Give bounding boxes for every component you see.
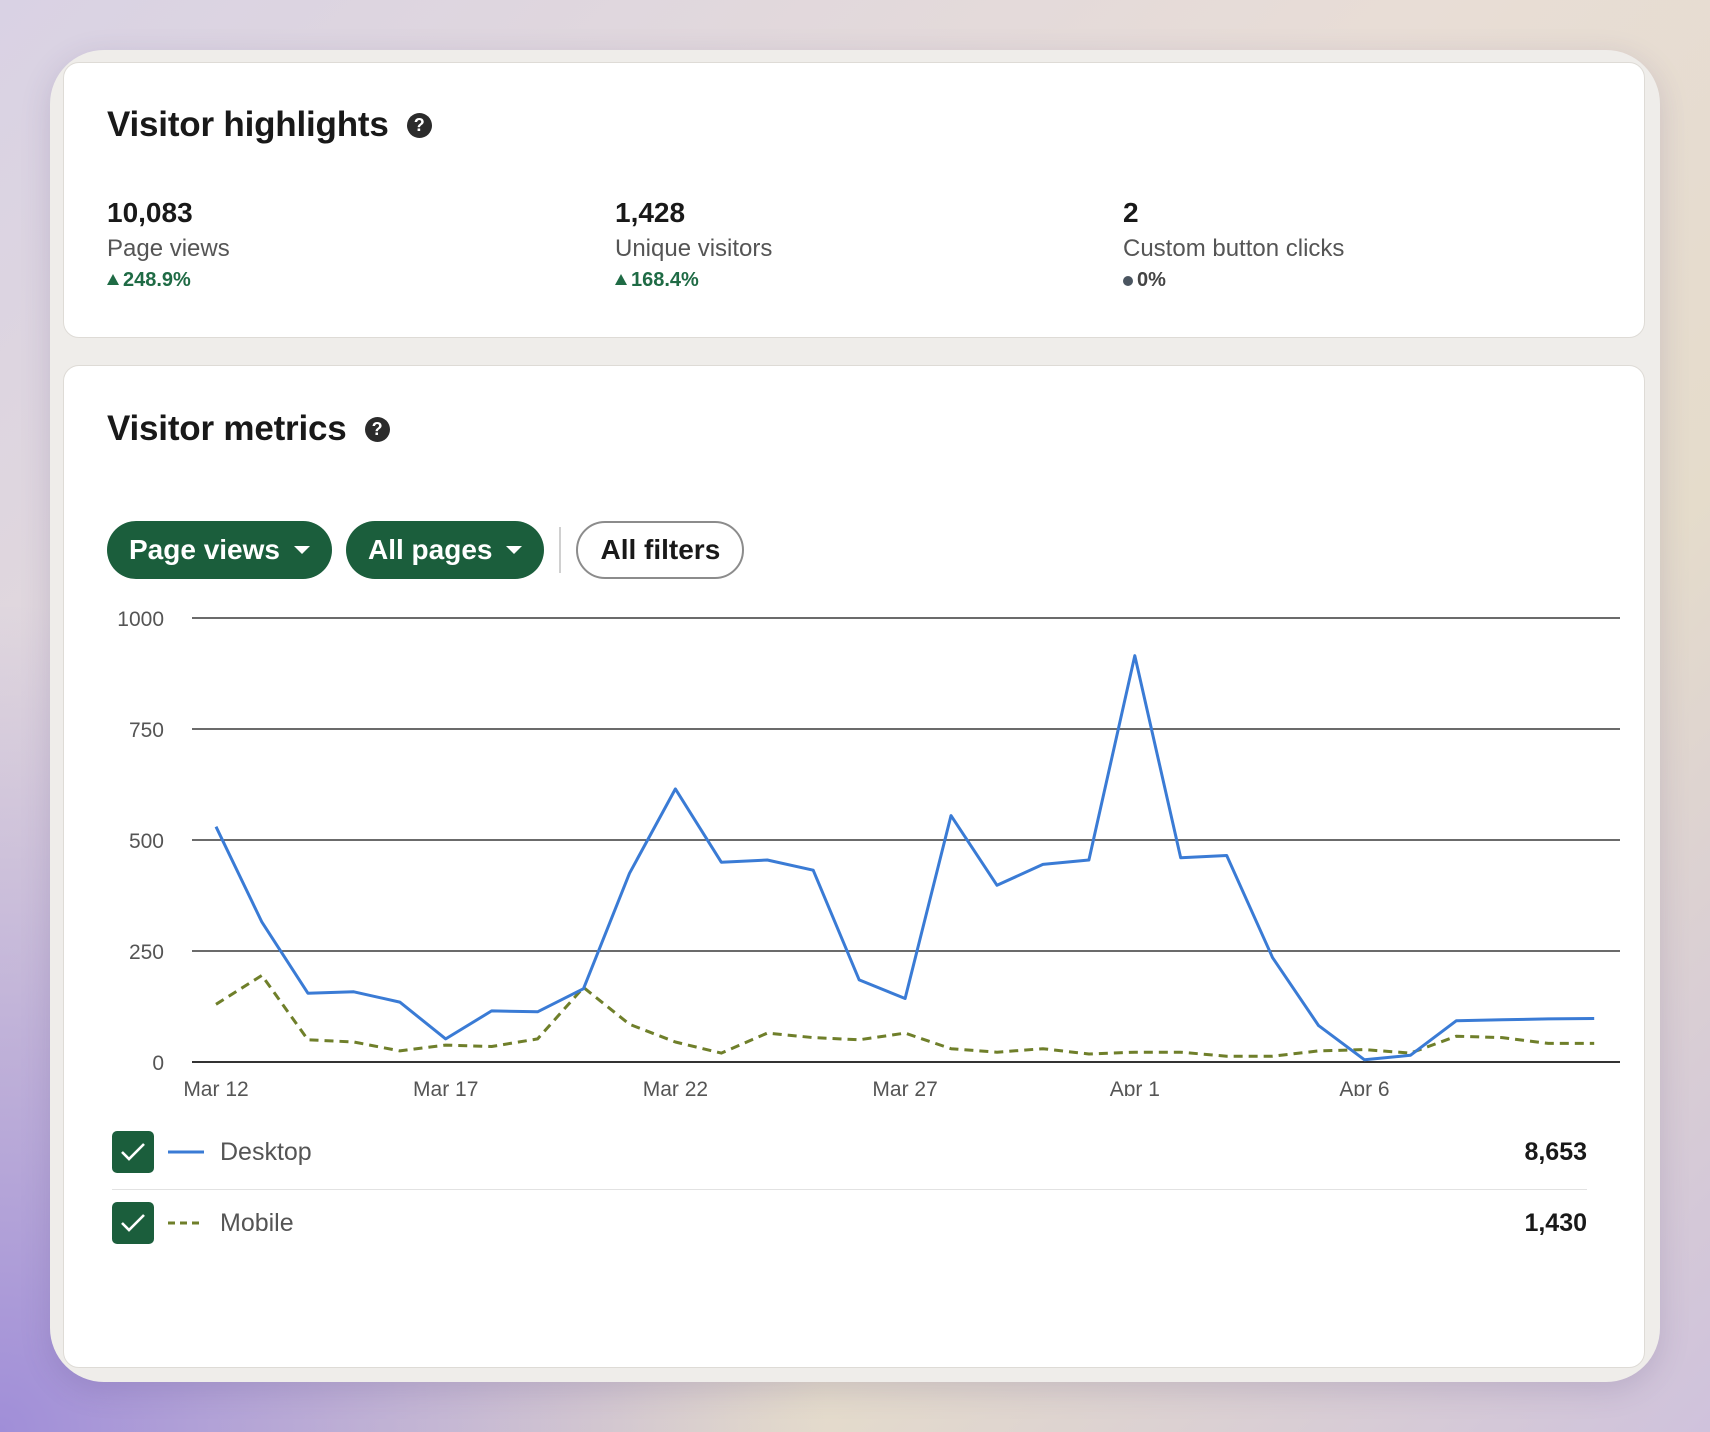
checkmark-icon [121, 1214, 145, 1232]
filter-divider [559, 527, 562, 573]
x-tick-label: Mar 22 [643, 1078, 708, 1096]
visitor-highlights-title: Visitor highlights ? [107, 105, 432, 145]
stat-change: 0% [1123, 269, 1344, 292]
legend-row-mobile: Mobile 1,430 [112, 1193, 1587, 1253]
stat-label: Unique visitors [615, 235, 773, 262]
checkmark-icon [121, 1143, 145, 1161]
legend-label: Mobile [220, 1208, 294, 1237]
stat-change: 248.9% [107, 269, 230, 292]
app-window: Visitor highlights ? 10,083 Page views 2… [50, 50, 1660, 1382]
desktop-checkbox[interactable] [112, 1131, 154, 1173]
stat-custom-button-clicks: 2 Custom button clicks 0% [1123, 197, 1344, 292]
x-tick-label: Apr 6 [1339, 1078, 1389, 1096]
y-tick-label: 500 [129, 830, 164, 853]
desktop-line-swatch [168, 1150, 204, 1154]
legend-row-desktop: Desktop 8,653 [112, 1115, 1587, 1190]
pages-dropdown[interactable]: All pages [345, 521, 545, 579]
all-filters-button[interactable]: All filters [576, 521, 745, 579]
y-tick-label: 0 [152, 1052, 164, 1075]
metric-dropdown[interactable]: Page views [107, 521, 332, 579]
help-icon[interactable]: ? [406, 112, 432, 138]
trend-up-icon [615, 274, 627, 285]
x-tick-label: Mar 12 [183, 1078, 248, 1096]
legend-label: Desktop [220, 1137, 312, 1166]
stat-label: Page views [107, 235, 230, 262]
x-tick-label: Apr 1 [1110, 1078, 1160, 1096]
stat-value: 10,083 [107, 197, 193, 228]
visitor-highlights-card: Visitor highlights ? 10,083 Page views 2… [63, 62, 1645, 338]
stat-unique-visitors: 1,428 Unique visitors 168.4% [615, 197, 772, 292]
mobile-checkbox[interactable] [112, 1202, 154, 1244]
visitor-metrics-title-text: Visitor metrics [107, 409, 347, 448]
caret-down-icon [506, 546, 523, 554]
trend-neutral-icon [1123, 275, 1133, 286]
trend-up-icon [107, 274, 119, 285]
visitor-metrics-card: Visitor metrics ? Page views All pages A… [63, 365, 1645, 1368]
visitor-metrics-chart: 0 250 500 750 1000 Mar 12 Mar 17 Mar 22 Mar 27 Ap… [117, 608, 1620, 1096]
stat-change-value: 248.9% [123, 269, 191, 291]
y-tick-label: 750 [129, 719, 164, 742]
help-icon[interactable]: ? [364, 416, 390, 442]
filter-bar: Page views All pages All filters [107, 521, 745, 579]
stat-value: 2 [1123, 197, 1139, 228]
x-tick-label: Mar 27 [872, 1078, 937, 1096]
y-tick-label: 1000 [117, 608, 164, 631]
stat-label: Custom button clicks [1123, 235, 1345, 262]
all-filters-label: All filters [600, 534, 721, 565]
legend-total: 1,430 [1524, 1208, 1587, 1237]
visitor-metrics-title: Visitor metrics ? [107, 409, 390, 449]
series-line-desktop [214, 654, 1595, 1062]
stat-change-value: 0% [1137, 269, 1166, 291]
x-tick-label: Mar 17 [413, 1078, 478, 1096]
pages-dropdown-label: All pages [367, 534, 493, 565]
caret-down-icon [293, 546, 310, 554]
y-tick-label: 250 [129, 941, 164, 964]
mobile-line-swatch [168, 1221, 204, 1225]
stat-value: 1,428 [615, 197, 686, 228]
visitor-highlights-title-text: Visitor highlights [107, 105, 389, 144]
stat-page-views: 10,083 Page views 248.9% [107, 197, 230, 292]
legend-total: 8,653 [1524, 1137, 1587, 1166]
stat-change-value: 168.4% [631, 269, 699, 291]
series-line-mobile [215, 973, 1595, 1058]
metric-dropdown-label: Page views [129, 534, 280, 565]
stat-change: 168.4% [615, 269, 772, 292]
